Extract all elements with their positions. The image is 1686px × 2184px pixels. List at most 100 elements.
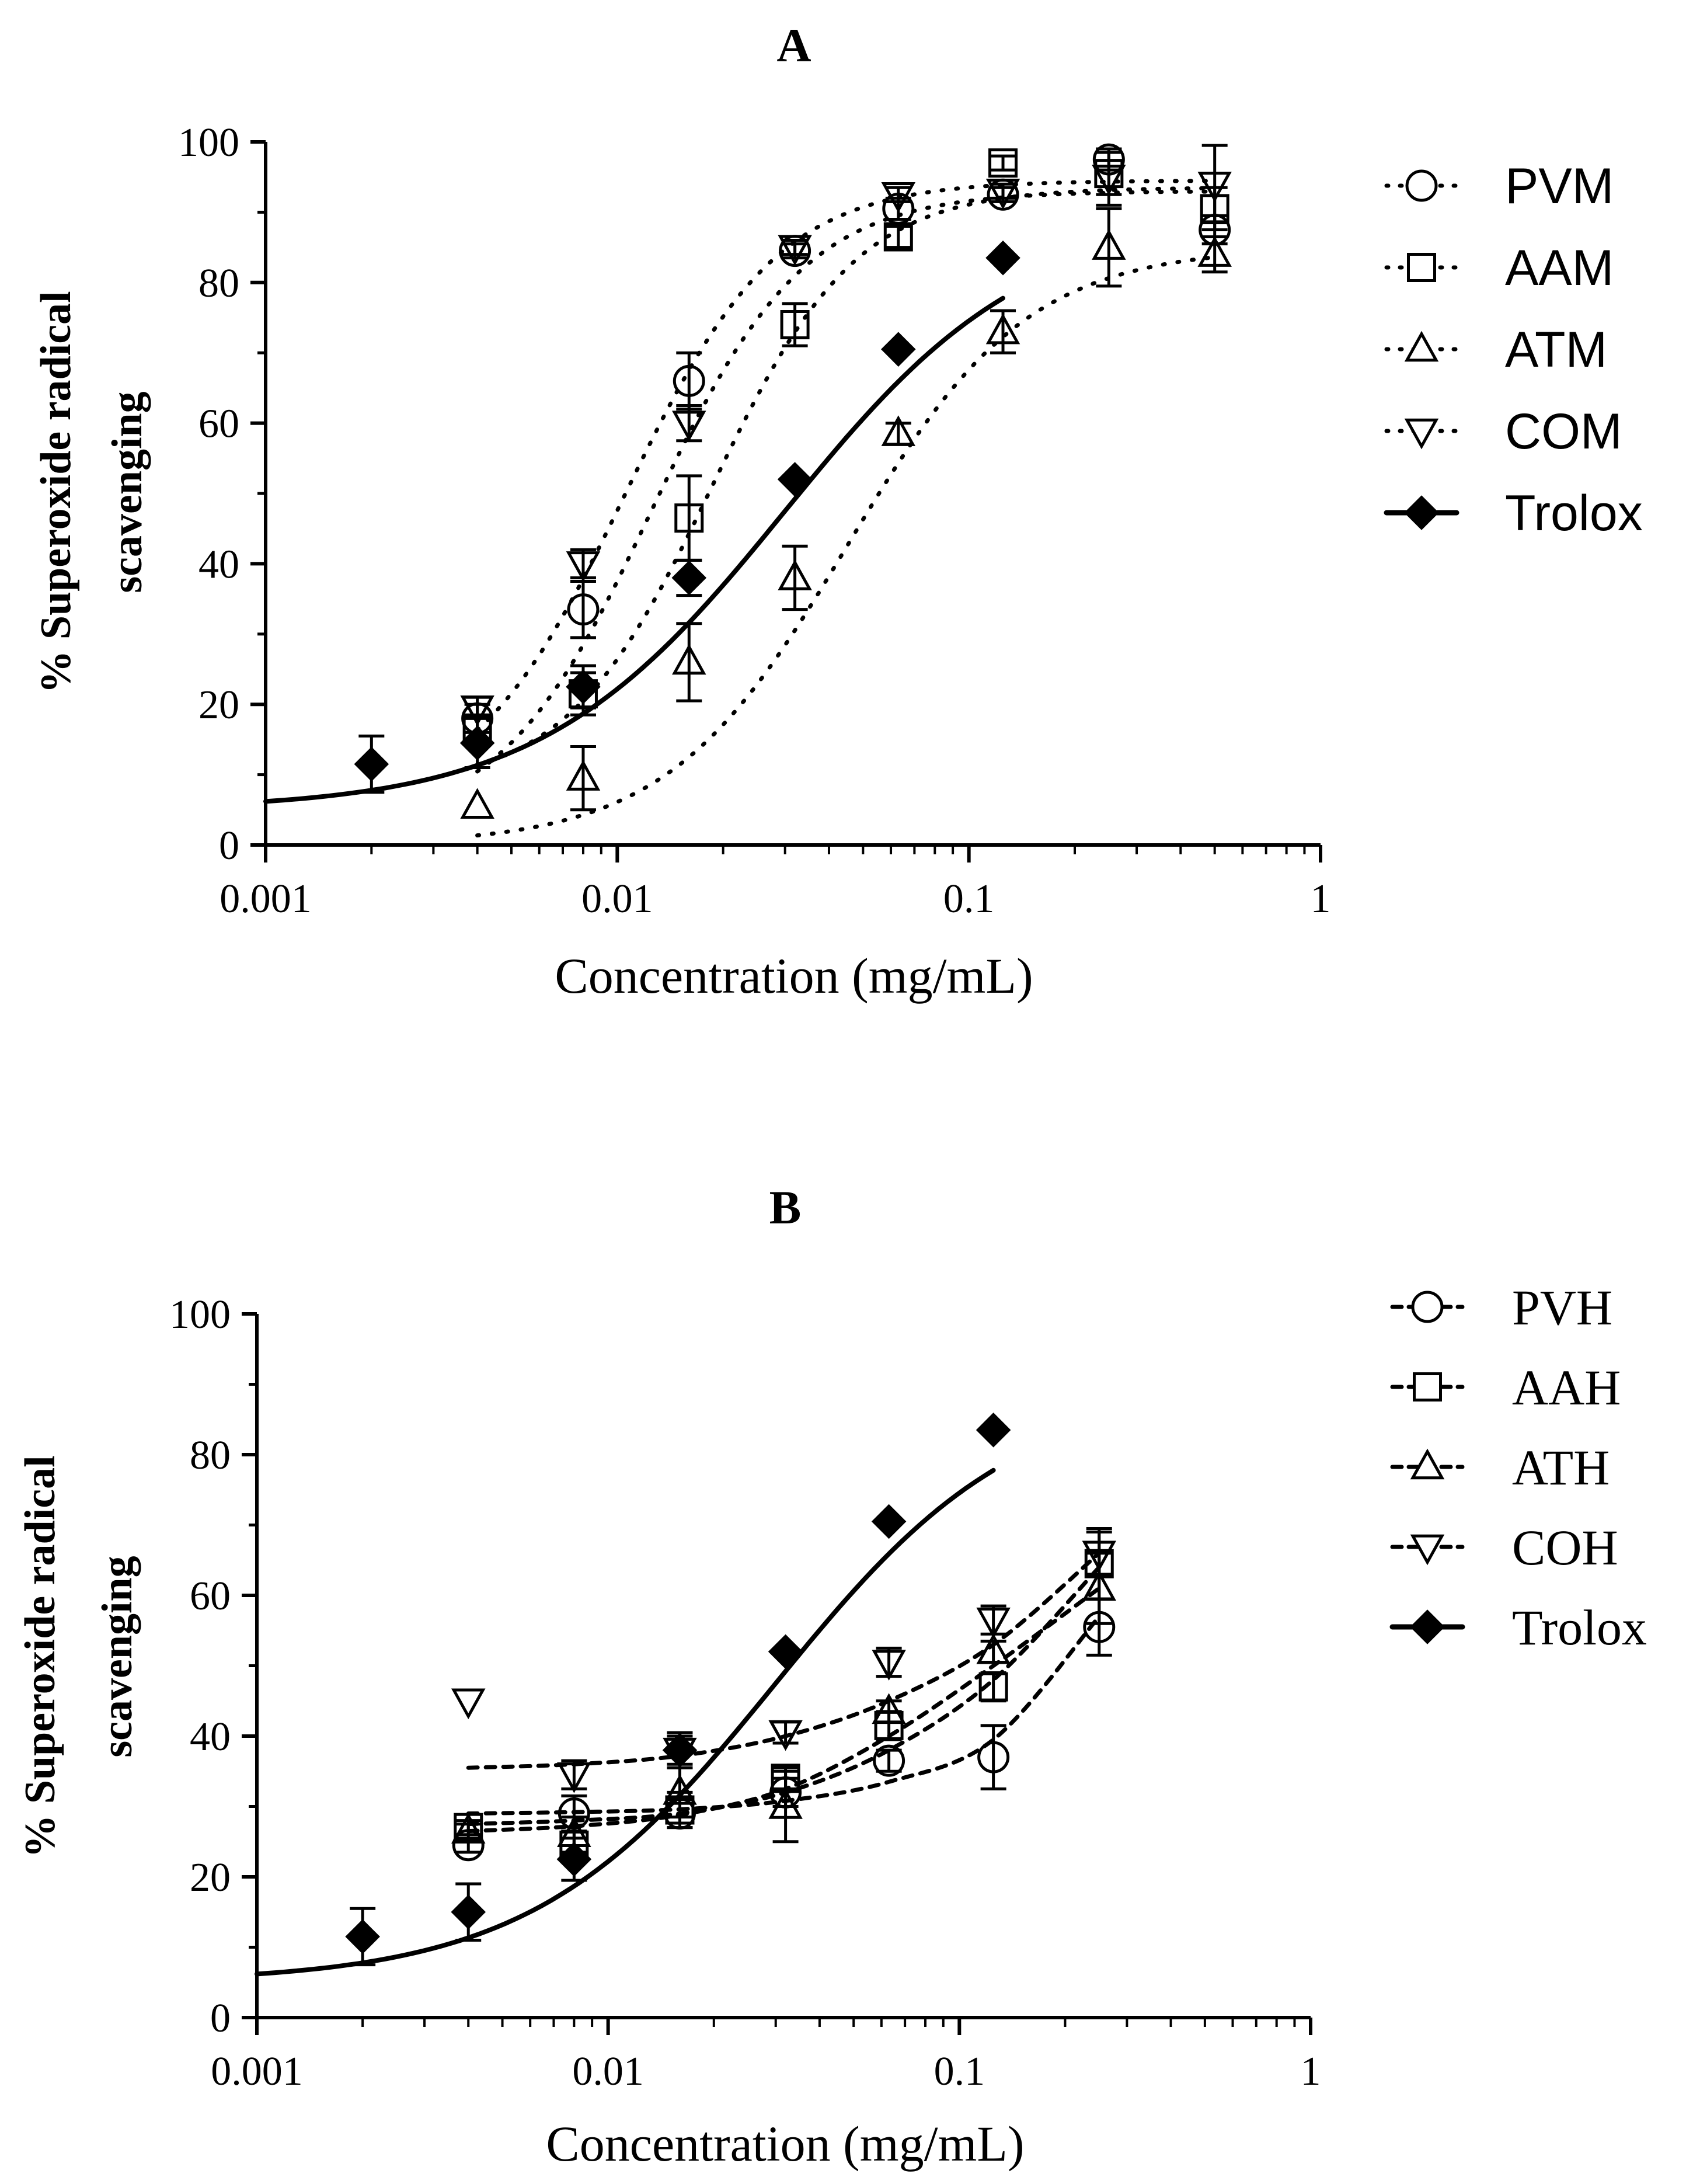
data-point-atm [460, 788, 494, 819]
error-bar-pvh [980, 1724, 1006, 1790]
y-tick-label: 20 [198, 683, 239, 728]
data-point-trolox [556, 1842, 592, 1877]
marker-shape [874, 1710, 904, 1740]
marker-shape [977, 1741, 1010, 1773]
marker-shape [768, 1788, 803, 1819]
panel-a-curves [263, 179, 1217, 838]
data-point-com [985, 179, 1020, 210]
marker-shape [873, 1744, 905, 1777]
marker-shape [872, 1650, 906, 1681]
panel-b-ylabel-line1: % Superoxide radical [16, 1455, 64, 1858]
legend-marker-trolox [1404, 495, 1439, 530]
marker-shape [768, 1720, 803, 1751]
error-bar-pvm [676, 351, 702, 411]
marker-shape [976, 1607, 1011, 1639]
marker-shape [780, 310, 810, 340]
legend-item-aah: AAH [1390, 1359, 1621, 1416]
panel-a-legend: PVM AAM ATM COM [1384, 158, 1643, 541]
y-tick-label: 80 [190, 1433, 231, 1478]
marker-shape [663, 1774, 697, 1805]
marker-shape [1404, 418, 1439, 450]
data-point-ath [451, 1813, 486, 1844]
legend-label: ATM [1505, 322, 1607, 378]
legend-item-atm: ATM [1384, 322, 1607, 378]
marker-shape [1092, 164, 1126, 196]
data-point-atm [672, 644, 706, 675]
data-point-ath [768, 1788, 803, 1819]
marker-shape [673, 364, 705, 397]
x-tick-label: 0.1 [943, 877, 995, 921]
marker-shape [985, 240, 1020, 276]
y-tick-label: 40 [190, 1714, 231, 1759]
legend-item-aam: AAM [1384, 240, 1614, 296]
panel-a-axes: 0 20 40 60 80 100 0.001 0.01 0.1 1 [178, 120, 1331, 921]
y-tick-label: 100 [178, 120, 239, 165]
legend-marker-trolox [1410, 1609, 1445, 1644]
panel-b-label: B [769, 1181, 802, 1234]
marker-shape [674, 503, 704, 533]
data-point-trolox [459, 725, 495, 761]
data-point-atm [566, 760, 601, 791]
marker-shape [1084, 1549, 1114, 1578]
data-point-aah [1084, 1549, 1114, 1578]
marker-shape [881, 415, 916, 446]
marker-shape [665, 1795, 695, 1825]
legend-item-coh: COH [1390, 1519, 1618, 1576]
error-bar-atm [676, 622, 702, 703]
data-point-ath [872, 1693, 906, 1724]
data-point-com [1197, 171, 1232, 203]
data-point-ath [663, 1774, 697, 1805]
data-point-com [881, 182, 916, 213]
data-point-aam [883, 222, 913, 252]
legend-item-ath: ATH [1390, 1439, 1610, 1496]
marker-shape [451, 1894, 486, 1930]
y-tick-label: 20 [190, 1855, 231, 1900]
data-point-coh [872, 1650, 906, 1681]
marker-shape [671, 560, 707, 596]
legend-marker-ath [1410, 1448, 1445, 1480]
data-point-pvm [1199, 214, 1231, 246]
marker-shape [1411, 1291, 1444, 1323]
marker-shape [1199, 214, 1231, 246]
x-tick-label: 0.001 [220, 877, 312, 921]
marker-shape [1405, 169, 1438, 202]
data-point-coh [976, 1607, 1011, 1639]
data-point-atm [985, 313, 1020, 345]
x-tick-label: 0.01 [572, 2049, 644, 2094]
marker-shape [1094, 159, 1124, 189]
x-tick-label: 0.1 [934, 2049, 985, 2094]
data-point-trolox [451, 1894, 486, 1930]
panel-a-markers [354, 143, 1232, 819]
error-bar-atm [570, 745, 596, 812]
data-point-coh [1082, 1540, 1117, 1572]
legend-label: AAH [1512, 1359, 1621, 1416]
data-point-aah [978, 1672, 1008, 1702]
legend-label: PVH [1512, 1279, 1612, 1336]
legend-item-com: COM [1384, 404, 1622, 460]
data-point-aah [665, 1795, 695, 1825]
data-point-trolox [881, 332, 916, 367]
data-point-coh [768, 1720, 803, 1751]
marker-shape [778, 235, 812, 266]
marker-shape [985, 313, 1020, 345]
y-tick-label: 60 [198, 402, 239, 447]
data-point-atm [778, 559, 812, 590]
marker-shape [881, 332, 916, 367]
data-point-com [460, 695, 494, 726]
data-point-pvh [873, 1744, 905, 1777]
legend-label: AAM [1505, 240, 1614, 296]
panel-a-label: A [776, 19, 811, 72]
marker-shape [1200, 194, 1229, 224]
error-bar-pvm [570, 580, 596, 639]
x-tick-label: 0.01 [581, 877, 653, 921]
data-point-coh [451, 1688, 486, 1720]
data-point-aam [674, 503, 704, 533]
legend-label: COM [1505, 404, 1622, 460]
marker-shape [672, 411, 706, 441]
marker-shape [1083, 1611, 1116, 1643]
y-tick-label: 100 [169, 1292, 231, 1337]
panel-b-xlabel: Concentration (mg/mL) [546, 2116, 1024, 2172]
marker-shape [777, 462, 813, 497]
marker-shape [452, 1829, 485, 1862]
